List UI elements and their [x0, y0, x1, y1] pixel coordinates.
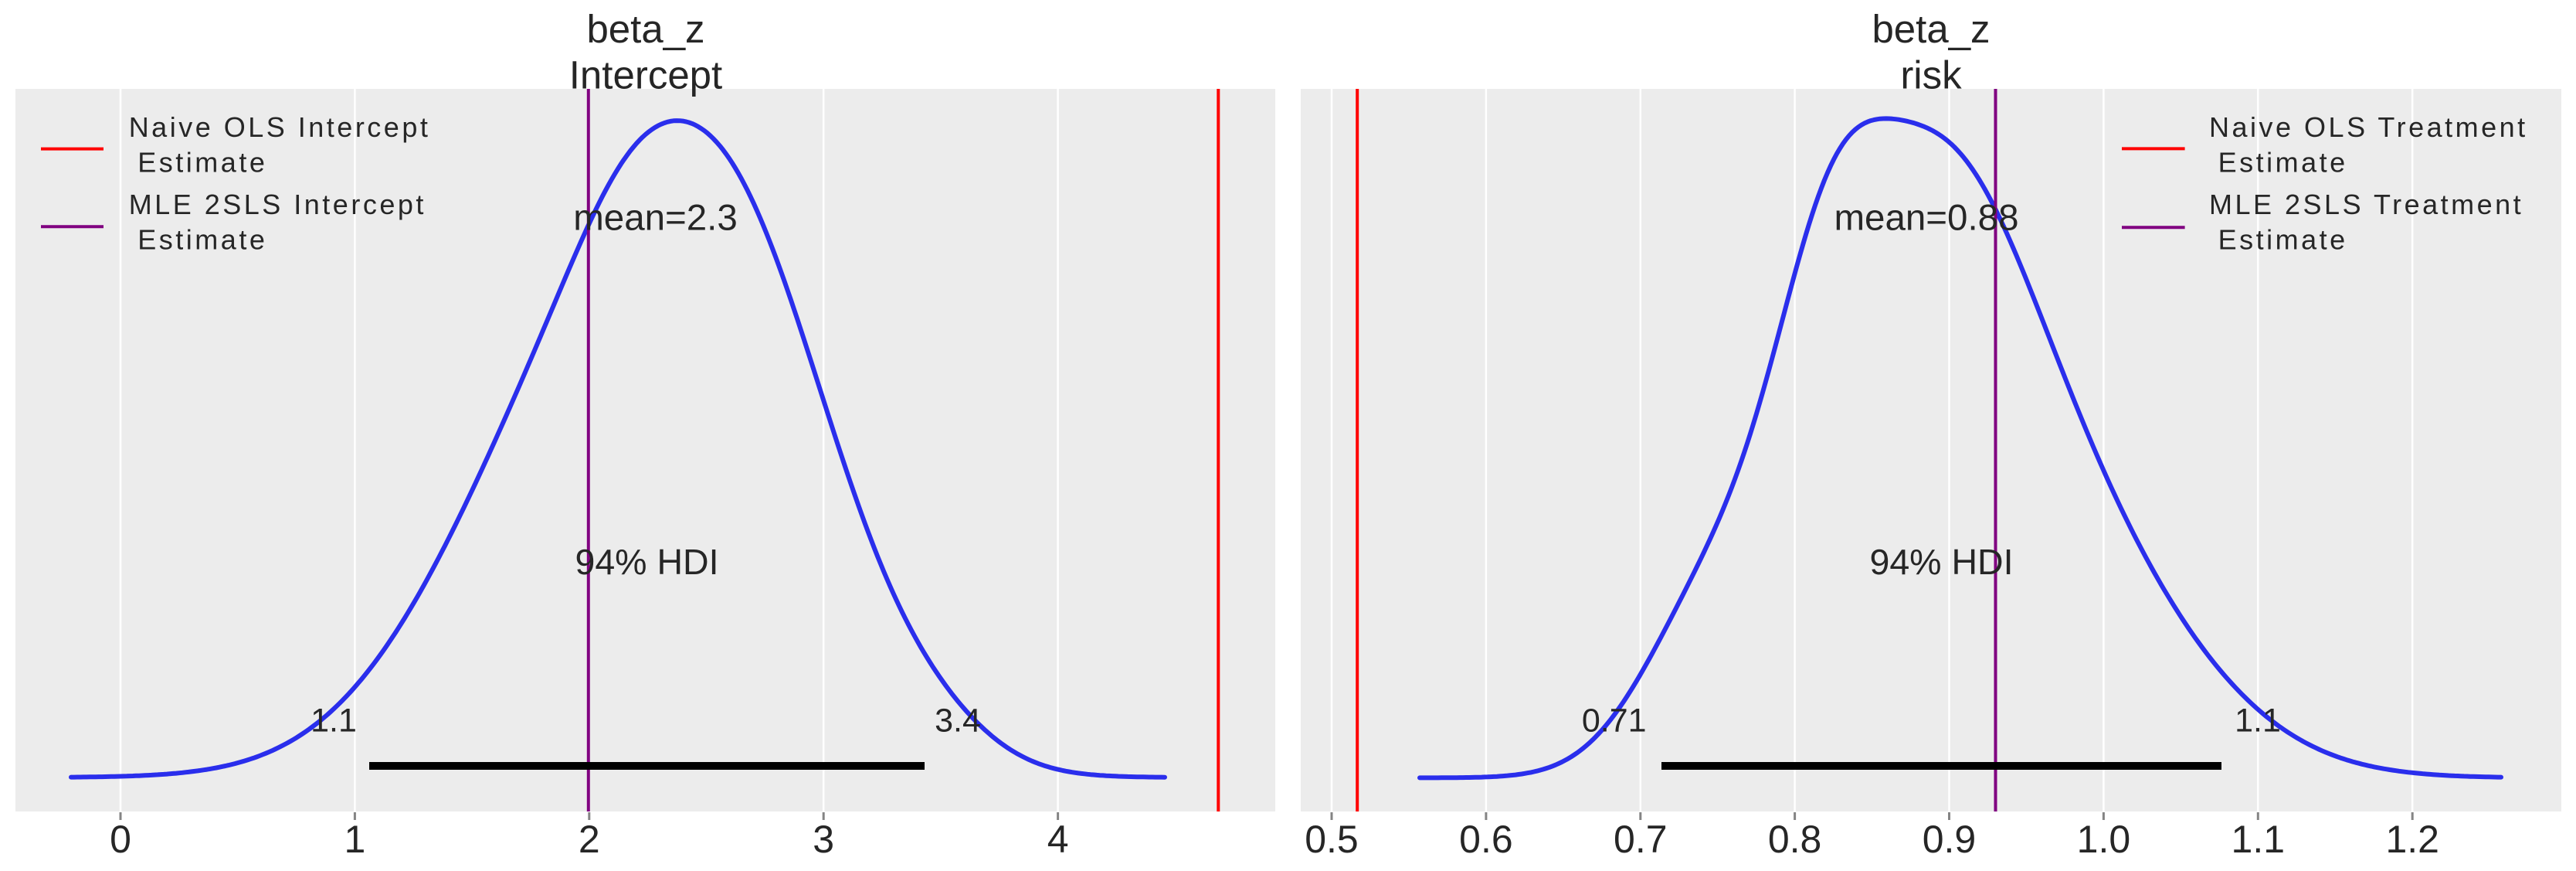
svg-text:0.9: 0.9 — [1923, 818, 1977, 861]
svg-text:0.6: 0.6 — [1459, 818, 1513, 861]
svg-text:Naive OLS Treatment: Naive OLS Treatment — [2209, 111, 2528, 143]
svg-text:risk: risk — [1900, 53, 1962, 97]
svg-text:beta_z: beta_z — [1872, 7, 1990, 51]
svg-text:Estimate: Estimate — [2218, 147, 2348, 179]
svg-text:2: 2 — [579, 818, 600, 861]
svg-text:0.71: 0.71 — [1582, 702, 1647, 739]
svg-text:Estimate: Estimate — [2218, 224, 2348, 256]
svg-text:1.1: 1.1 — [2232, 818, 2286, 861]
svg-text:3: 3 — [813, 818, 834, 861]
svg-text:94% HDI: 94% HDI — [575, 542, 718, 582]
svg-text:1.2: 1.2 — [2385, 818, 2439, 861]
svg-text:MLE 2SLS Treatment: MLE 2SLS Treatment — [2209, 189, 2523, 220]
svg-text:1: 1 — [344, 818, 365, 861]
svg-text:0.5: 0.5 — [1305, 818, 1359, 861]
svg-text:Naive OLS Intercept: Naive OLS Intercept — [129, 111, 431, 143]
svg-text:0.8: 0.8 — [1768, 818, 1822, 861]
svg-text:Intercept: Intercept — [569, 53, 722, 97]
svg-text:0: 0 — [110, 818, 131, 861]
svg-text:1.1: 1.1 — [2235, 702, 2281, 739]
svg-text:mean=0.88: mean=0.88 — [1834, 198, 2018, 239]
svg-text:3.4: 3.4 — [935, 702, 981, 739]
svg-text:0.7: 0.7 — [1614, 818, 1668, 861]
svg-text:1.1: 1.1 — [311, 702, 357, 739]
svg-text:4: 4 — [1047, 818, 1069, 861]
svg-text:1.0: 1.0 — [2077, 818, 2131, 861]
svg-text:94% HDI: 94% HDI — [1869, 542, 2013, 582]
svg-text:Estimate: Estimate — [137, 224, 267, 256]
svg-text:beta_z: beta_z — [586, 7, 704, 51]
svg-text:mean=2.3: mean=2.3 — [573, 198, 738, 239]
svg-text:Estimate: Estimate — [137, 147, 267, 179]
svg-text:MLE 2SLS Intercept: MLE 2SLS Intercept — [129, 189, 426, 220]
